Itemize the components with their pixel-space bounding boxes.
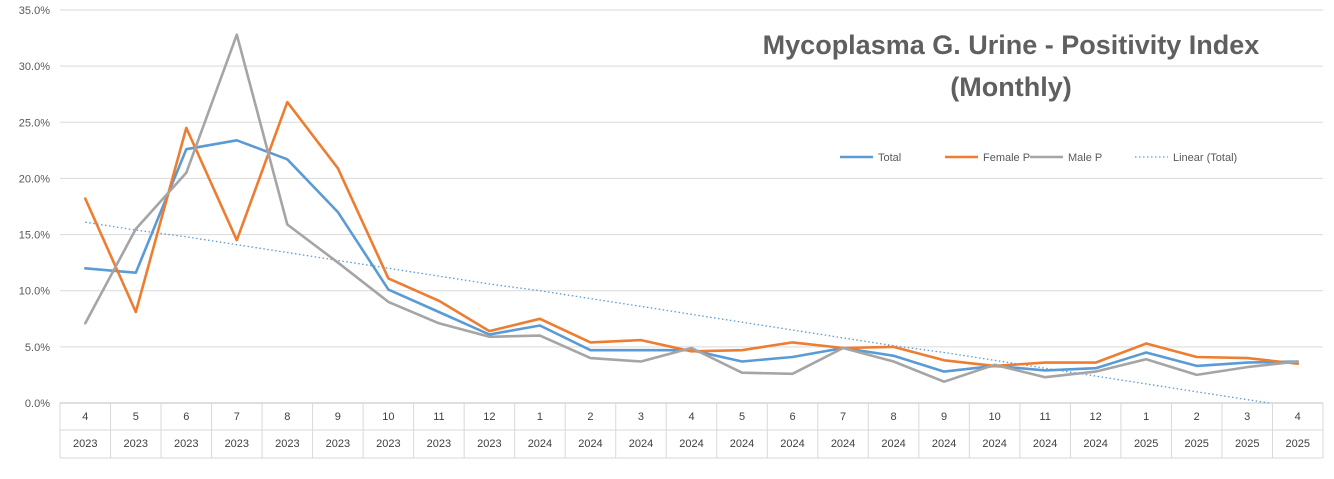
- x-tick-month: 7: [840, 411, 846, 423]
- y-tick-label: 25.0%: [19, 117, 50, 129]
- x-tick-month: 3: [638, 411, 644, 423]
- y-tick-label: 5.0%: [25, 342, 50, 354]
- x-tick-month: 8: [891, 411, 897, 423]
- y-tick-label: 10.0%: [19, 286, 50, 298]
- chart-title-line-2: (Monthly): [950, 72, 1071, 102]
- x-tick-month: 10: [382, 411, 394, 423]
- x-tick-month: 12: [1090, 411, 1102, 423]
- x-tick-year: 2024: [881, 438, 905, 450]
- x-tick-year: 2024: [1083, 438, 1107, 450]
- y-tick-label: 35.0%: [19, 5, 50, 17]
- legend-label-female-p: Female P: [983, 152, 1030, 164]
- x-tick-year: 2025: [1134, 438, 1158, 450]
- x-tick-month: 9: [335, 411, 341, 423]
- x-axis: 4202352023620237202382023920231020231120…: [59, 402, 1324, 459]
- x-tick-year: 2024: [629, 438, 653, 450]
- x-tick-year: 2023: [225, 438, 249, 450]
- x-tick-year: 2023: [124, 438, 148, 450]
- gridlines: [60, 9, 1323, 348]
- x-tick-year: 2023: [174, 438, 198, 450]
- x-tick-month: 10: [988, 411, 1000, 423]
- series-line-male-p: [84, 33, 1299, 384]
- x-tick-year: 2024: [831, 438, 855, 450]
- x-tick-year: 2023: [326, 438, 350, 450]
- x-tick-month: 3: [1244, 411, 1250, 423]
- legend-label-total: Total: [878, 152, 901, 164]
- series-lines: [84, 33, 1299, 404]
- chart-title-line-1: Mycoplasma G. Urine - Positivity Index: [763, 30, 1260, 60]
- x-tick-month: 4: [688, 411, 694, 423]
- legend-label-male-p: Male P: [1068, 152, 1102, 164]
- x-tick-year: 2024: [780, 438, 804, 450]
- x-tick-month: 6: [183, 411, 189, 423]
- x-tick-year: 2024: [528, 438, 552, 450]
- x-tick-month: 11: [1039, 411, 1050, 423]
- x-tick-year: 2023: [73, 438, 97, 450]
- x-tick-month: 4: [1295, 411, 1301, 423]
- x-tick-year: 2024: [578, 438, 602, 450]
- x-tick-year: 2025: [1184, 438, 1208, 450]
- x-tick-year: 2025: [1235, 438, 1259, 450]
- x-tick-month: 1: [537, 411, 543, 423]
- x-tick-year: 2023: [427, 438, 451, 450]
- chart-title: Mycoplasma G. Urine - Positivity Index (…: [763, 30, 1260, 102]
- legend-label-linear-total: Linear (Total): [1173, 152, 1237, 164]
- x-tick-month: 8: [284, 411, 290, 423]
- x-tick-year: 2024: [730, 438, 754, 450]
- x-tick-month: 5: [133, 411, 139, 423]
- x-tick-month: 9: [941, 411, 947, 423]
- y-tick-label: 30.0%: [19, 61, 50, 73]
- x-tick-year: 2024: [1033, 438, 1057, 450]
- x-tick-year: 2025: [1285, 438, 1309, 450]
- x-tick-year: 2024: [679, 438, 703, 450]
- x-tick-month: 7: [234, 411, 240, 423]
- x-tick-year: 2024: [982, 438, 1006, 450]
- x-tick-month: 12: [483, 411, 495, 423]
- y-tick-label: 15.0%: [19, 230, 50, 242]
- legend: Total Female P Male P Linear (Total): [840, 152, 1237, 164]
- y-axis-ticks: 0.0% 5.0% 10.0% 15.0% 20.0% 25.0% 30.0% 35.0%: [19, 5, 50, 410]
- x-tick-year: 2023: [477, 438, 501, 450]
- x-tick-year: 2023: [376, 438, 400, 450]
- x-tick-month: 2: [587, 411, 593, 423]
- x-tick-year: 2024: [932, 438, 956, 450]
- x-tick-month: 4: [82, 411, 88, 423]
- x-tick-month: 6: [789, 411, 795, 423]
- x-tick-month: 1: [1143, 411, 1149, 423]
- x-tick-month: 11: [433, 411, 444, 423]
- x-tick-month: 5: [739, 411, 745, 423]
- y-tick-label: 0.0%: [25, 398, 50, 410]
- series-line-linear-total: [85, 221, 1270, 404]
- series-line-female-p: [84, 100, 1299, 368]
- x-tick-year: 2023: [275, 438, 299, 450]
- x-tick-month: 2: [1194, 411, 1200, 423]
- y-tick-label: 20.0%: [19, 173, 50, 185]
